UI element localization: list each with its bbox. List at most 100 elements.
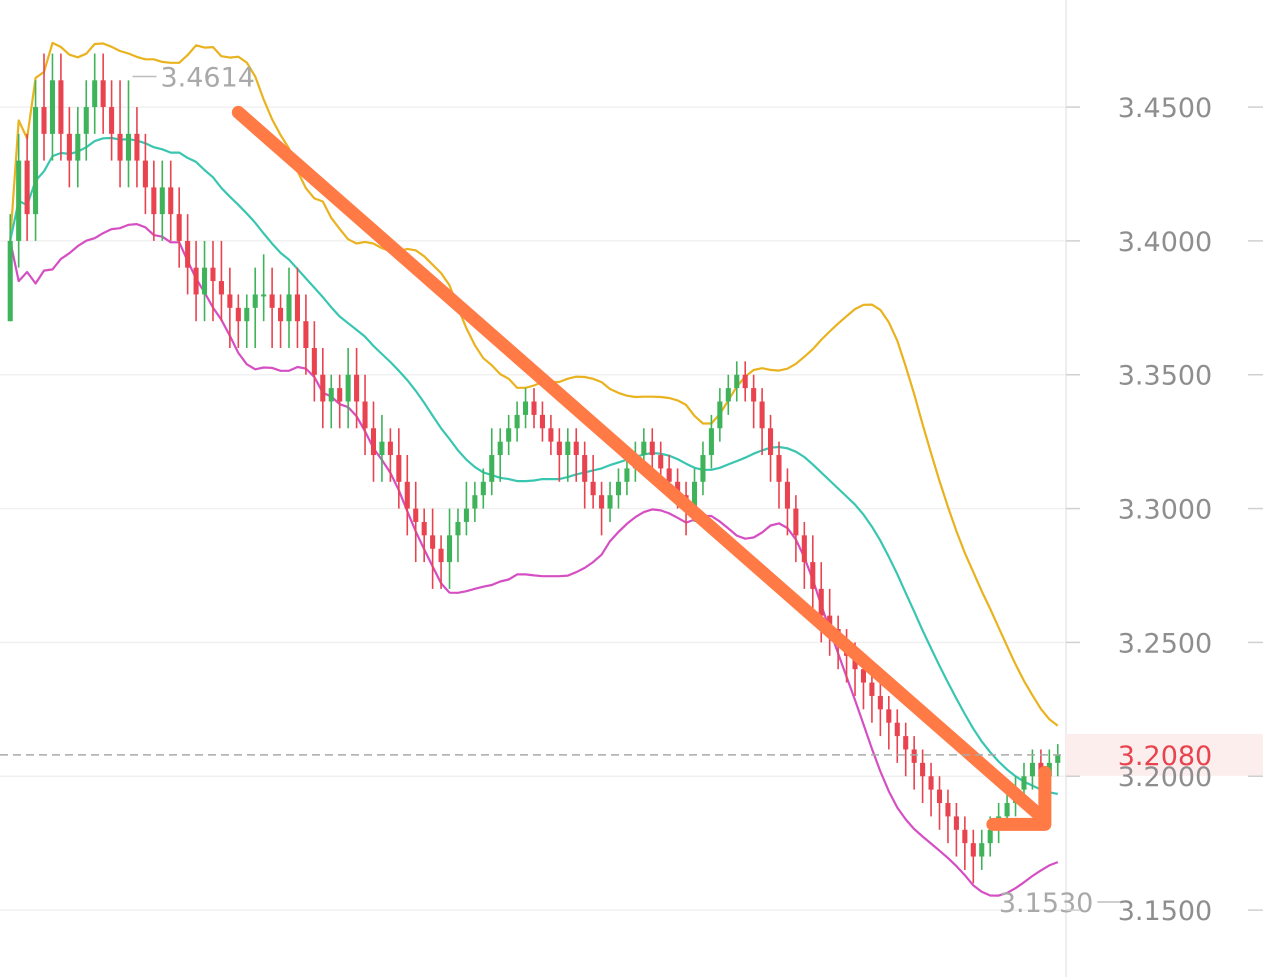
candle [261, 254, 267, 322]
candle [362, 374, 368, 456]
candle-body [33, 107, 39, 215]
candle-body [886, 709, 892, 723]
candle [945, 789, 951, 844]
candle [506, 414, 512, 456]
candle [244, 294, 250, 348]
candle-body [920, 762, 926, 777]
candle-body [125, 133, 132, 161]
candle-body [193, 267, 199, 295]
candle-body [176, 214, 182, 241]
candle-body [252, 294, 258, 308]
candle [151, 160, 157, 241]
candle [894, 709, 900, 763]
candle [387, 428, 393, 482]
candle-body [725, 388, 731, 402]
candle-body [134, 133, 140, 161]
candle-body [641, 441, 647, 456]
candle-body [776, 455, 782, 482]
candle-body [565, 441, 571, 456]
price-annotation: 3.4614 [132, 63, 255, 94]
candle [590, 455, 596, 509]
candle-body [261, 294, 267, 297]
candle-body [328, 388, 334, 402]
candle-body [582, 455, 588, 482]
candle [539, 401, 545, 442]
candle [125, 80, 132, 188]
candle-body [489, 455, 495, 482]
annotation-label: 3.4614 [160, 63, 254, 94]
candle [252, 267, 258, 348]
candle [311, 321, 317, 402]
candle [734, 361, 740, 402]
candle-body [345, 374, 351, 402]
candle [463, 481, 469, 536]
candle-body [387, 441, 393, 456]
candle-body [370, 428, 377, 456]
candle [235, 294, 241, 348]
trend-arrow [231, 105, 1052, 831]
candle-body [337, 388, 343, 402]
candle-body [751, 388, 757, 402]
candle [751, 374, 757, 429]
candle-body [970, 843, 976, 857]
candle-body [1004, 803, 1010, 817]
candle-body [472, 495, 478, 509]
candle-body [987, 829, 993, 844]
candle-body [269, 294, 275, 308]
current-price-label: 3.2080 [1118, 741, 1212, 772]
candle [66, 107, 72, 188]
candle-body [438, 548, 444, 563]
candle-body [708, 428, 714, 456]
candle [168, 160, 174, 241]
candle [159, 160, 165, 241]
candle [759, 388, 765, 456]
candle-body [894, 722, 900, 737]
candle-body [75, 133, 81, 161]
candle-body [244, 307, 250, 322]
candle [784, 468, 790, 536]
bollinger-bands [9, 41, 1059, 897]
candle-body [151, 187, 157, 215]
y-tick-label: 3.3000 [1118, 495, 1212, 526]
candle-body [142, 160, 148, 188]
candle [607, 481, 613, 522]
candle [16, 133, 22, 268]
candle [370, 401, 377, 482]
annotations-layer: 3.4614 3.1530 [132, 63, 1122, 919]
candle [827, 588, 833, 656]
candle-body [768, 428, 774, 456]
candle [455, 508, 461, 563]
candle [345, 347, 351, 429]
candle-body [810, 562, 816, 589]
candle [649, 428, 655, 469]
candle [869, 669, 875, 723]
candle [911, 736, 917, 790]
candle-body [539, 414, 545, 429]
candle [176, 187, 182, 268]
candle [413, 481, 419, 563]
candle [877, 682, 883, 737]
y-tick-label: 3.3500 [1118, 361, 1212, 392]
candle-body [675, 481, 681, 496]
candle [269, 267, 275, 348]
candle-body [953, 816, 959, 830]
candle [725, 374, 731, 415]
candle-body [320, 374, 326, 402]
candle-body [590, 481, 596, 496]
candle [278, 294, 284, 348]
candle [979, 829, 985, 870]
candle-body [860, 669, 867, 683]
candle [75, 107, 81, 188]
candle-body [168, 187, 174, 215]
candle [7, 214, 13, 322]
candle [548, 414, 554, 456]
candle-body [100, 80, 106, 108]
candle-body [818, 588, 824, 616]
candle [58, 53, 64, 161]
candle [573, 428, 579, 482]
candle [218, 240, 224, 322]
candle-body [1029, 762, 1035, 777]
candle [717, 388, 723, 442]
candle [776, 441, 782, 509]
